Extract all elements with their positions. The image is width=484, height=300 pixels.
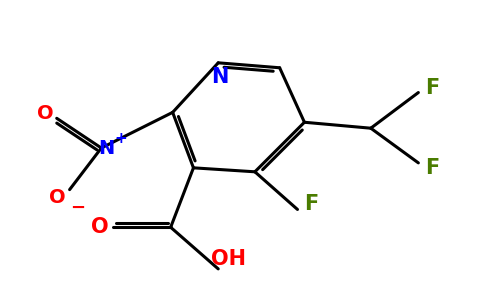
Text: N: N [212,67,229,87]
Text: O: O [36,104,53,123]
Text: O: O [49,188,66,207]
Text: OH: OH [211,249,245,269]
Text: −: − [70,199,85,217]
Text: N: N [98,139,114,158]
Text: +: + [115,130,127,146]
Text: F: F [425,78,439,98]
Text: F: F [304,194,318,214]
Text: F: F [425,158,439,178]
Text: O: O [91,217,108,237]
